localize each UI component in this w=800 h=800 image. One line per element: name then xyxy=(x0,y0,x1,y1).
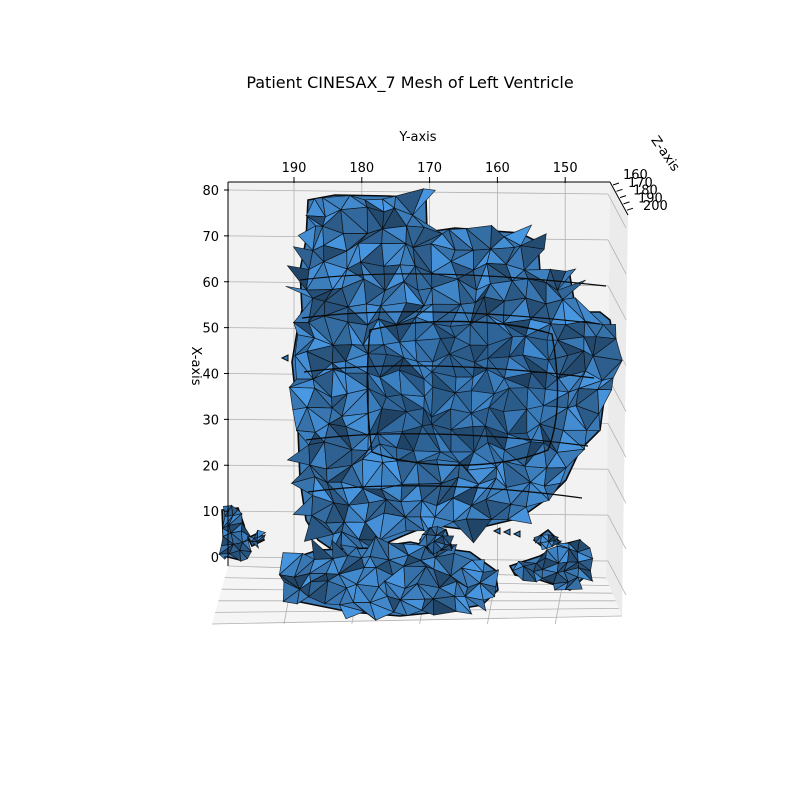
cavity-outline xyxy=(366,320,559,466)
grid-line-x-side xyxy=(607,469,627,504)
mesh-face xyxy=(564,576,583,591)
mesh-face xyxy=(556,448,586,469)
mesh-face xyxy=(556,279,586,301)
mesh-face xyxy=(257,529,267,539)
slice-contour xyxy=(299,273,607,287)
x-tick-label: 50 xyxy=(202,322,219,337)
fragment-right-top xyxy=(532,528,563,551)
mesh-face xyxy=(303,514,335,542)
x-tick-label: 20 xyxy=(202,459,219,474)
grid-line-x-side xyxy=(607,193,627,229)
mesh-face xyxy=(218,553,231,560)
mesh-speck xyxy=(280,354,289,362)
mesh-face xyxy=(539,541,548,551)
mesh-face xyxy=(465,518,493,544)
z-axis-line xyxy=(609,181,629,216)
z-tick-label: 160 xyxy=(623,168,648,183)
mesh-face xyxy=(556,268,577,291)
mesh-face xyxy=(551,540,563,548)
x-tick-label: 80 xyxy=(202,184,219,199)
mesh-face xyxy=(585,413,601,432)
mesh-face xyxy=(522,565,538,583)
z-tick xyxy=(623,201,630,205)
ventricle-base xyxy=(278,535,499,622)
slice-contour xyxy=(305,433,589,447)
mesh-face xyxy=(577,567,594,582)
mesh-face xyxy=(440,544,453,551)
mesh-face xyxy=(506,506,533,525)
z-tick-label: 190 xyxy=(638,191,663,206)
mesh-face xyxy=(479,582,496,601)
fragment-right xyxy=(508,538,594,591)
mesh-speck xyxy=(512,530,521,538)
mesh-face xyxy=(553,535,559,542)
z-tick xyxy=(616,188,623,192)
mesh-speck xyxy=(502,528,511,536)
x-tick-label: 30 xyxy=(202,413,219,428)
mesh-face xyxy=(412,188,437,216)
y-axis-label: Y-axis xyxy=(398,130,436,145)
x-axis-label: X-axis xyxy=(188,347,203,386)
x-tick-label: 40 xyxy=(202,368,219,383)
x-tick-label: 10 xyxy=(202,505,219,520)
mesh-face xyxy=(250,541,260,550)
mesh-face xyxy=(399,599,423,617)
slice-contour xyxy=(307,485,583,499)
z-tick-label: 170 xyxy=(628,176,653,191)
mesh-face xyxy=(338,604,366,620)
grid-line-x-side xyxy=(607,514,627,550)
z-tick-label: 180 xyxy=(633,184,658,199)
chart-title: Patient CINESAX_7 Mesh of Left Ventricle xyxy=(246,73,573,93)
mesh-face xyxy=(256,533,266,543)
slice-contour xyxy=(301,311,601,325)
mesh-face xyxy=(404,516,426,532)
x-tick-label: 60 xyxy=(202,276,219,291)
y-tick-label: 180 xyxy=(349,161,374,176)
mesh-face xyxy=(520,245,545,271)
mesh-face xyxy=(296,588,310,605)
x-tick-label: 0 xyxy=(211,551,219,566)
mesh-face xyxy=(353,602,376,621)
grid-line-floor xyxy=(211,615,623,625)
grid-line-x-side xyxy=(607,239,627,275)
z-tick xyxy=(626,207,634,211)
mesh-face xyxy=(532,570,543,583)
y-tick-label: 190 xyxy=(282,161,307,176)
z-axis-label: Z-axis xyxy=(647,134,682,175)
grid-line-x-side xyxy=(607,560,627,596)
mesh-face xyxy=(426,546,434,555)
cavity-rim xyxy=(299,273,607,499)
mesh-face xyxy=(239,549,249,562)
slice-contour xyxy=(303,365,595,379)
y-tick-label: 150 xyxy=(553,161,578,176)
y-tick-label: 170 xyxy=(417,161,442,176)
z-tick-label: 200 xyxy=(643,199,668,214)
mesh-face xyxy=(525,481,550,508)
ventricle-mesh xyxy=(218,188,623,622)
fragment-mid xyxy=(417,526,455,556)
fragment-left-tip xyxy=(246,529,267,550)
side-pane xyxy=(606,182,628,616)
grid-line-x-side xyxy=(607,423,627,458)
mesh-face xyxy=(432,598,458,616)
grid-line-x-side xyxy=(607,285,627,320)
fragment-left xyxy=(218,504,253,562)
y-tick-label: 160 xyxy=(485,161,510,176)
mesh-face xyxy=(597,389,613,416)
ventricle-body xyxy=(285,188,623,561)
mesh-face xyxy=(369,601,395,621)
mesh-speck xyxy=(492,527,501,535)
mesh-face xyxy=(464,596,487,612)
mesh-face xyxy=(454,595,473,615)
z-tick xyxy=(619,195,627,199)
mesh-face xyxy=(546,540,553,550)
mesh-face xyxy=(433,540,443,556)
z-tick xyxy=(612,182,620,186)
x-tick-label: 70 xyxy=(202,230,219,245)
